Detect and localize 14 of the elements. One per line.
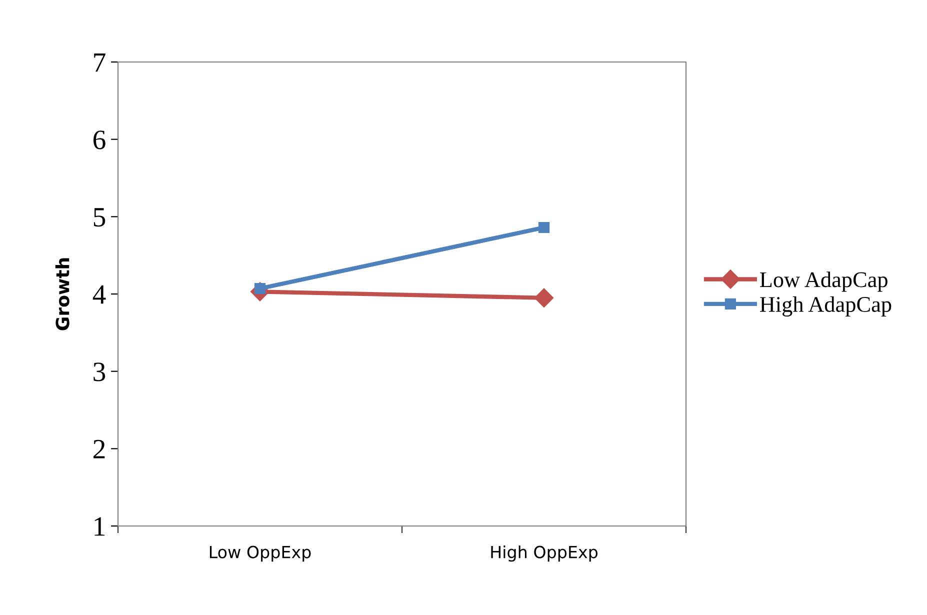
y-tick-label: 5 [94, 208, 106, 227]
x-tick-label: Low OppExp [210, 546, 311, 562]
point [534, 288, 554, 308]
legend-label: High AdapCap [760, 296, 892, 317]
x-tick-label: High OppExp [491, 545, 598, 562]
legend-label: Low AdapCap [760, 272, 888, 292]
y-tick-label: 7 [94, 53, 106, 72]
y-tick-label: 1 [94, 517, 105, 536]
y-tick-label: 2 [94, 440, 105, 458]
y-tick-label: 6 [94, 130, 106, 150]
y-tick-label: 3 [94, 362, 106, 382]
y-axis-title: Growth [55, 258, 70, 330]
point [538, 222, 550, 234]
y-tick-label: 4 [92, 285, 106, 304]
